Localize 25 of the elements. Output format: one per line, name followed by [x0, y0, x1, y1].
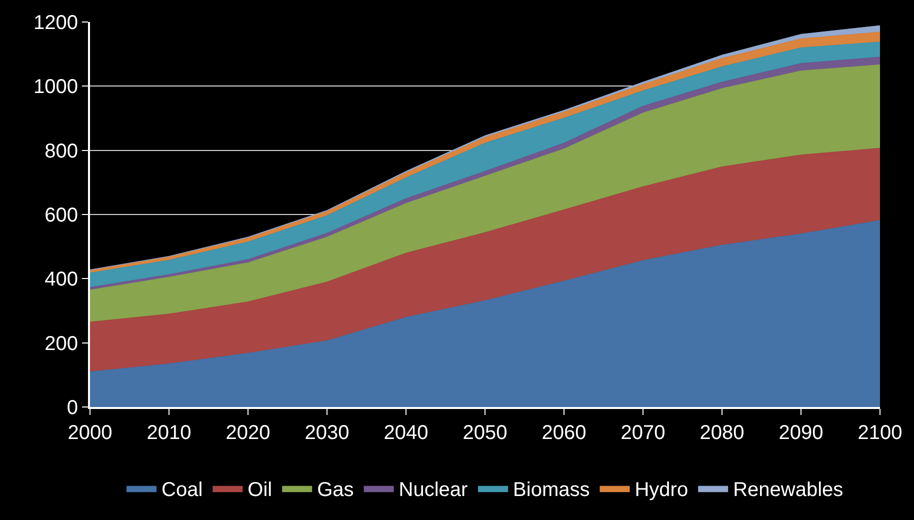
x-tick-label: 2060 — [542, 422, 586, 444]
legend-label: Gas — [317, 478, 354, 501]
x-tick-label: 2010 — [146, 422, 192, 444]
legend-label: Oil — [248, 478, 272, 501]
x-tick-label: 2040 — [384, 422, 428, 444]
x-tick-label: 2080 — [700, 422, 744, 444]
x-tick-label: 2070 — [620, 422, 666, 444]
x-tick-label: 2020 — [226, 422, 270, 444]
y-tick-label: 600 — [44, 204, 78, 226]
legend-label: Nuclear — [398, 478, 468, 501]
legend-label: Coal — [162, 478, 203, 501]
x-tick-label: 2030 — [304, 422, 350, 444]
y-tick-label: 1200 — [34, 12, 78, 34]
x-tick-label: 2090 — [778, 422, 824, 444]
x-tick-label: 2050 — [462, 422, 508, 444]
legend-label: Renewables — [733, 478, 844, 501]
y-tick-label: 400 — [44, 268, 78, 291]
y-tick-label: 1000 — [34, 76, 78, 98]
y-tick-label: 0 — [66, 397, 78, 419]
y-tick-label: 800 — [44, 140, 78, 162]
legend-label: Hydro — [634, 478, 688, 501]
x-tick-label: 2100 — [858, 422, 902, 444]
y-tick-label: 200 — [44, 332, 78, 355]
legend-label: Biomass — [513, 478, 590, 501]
x-tick-label: 2000 — [68, 422, 112, 444]
